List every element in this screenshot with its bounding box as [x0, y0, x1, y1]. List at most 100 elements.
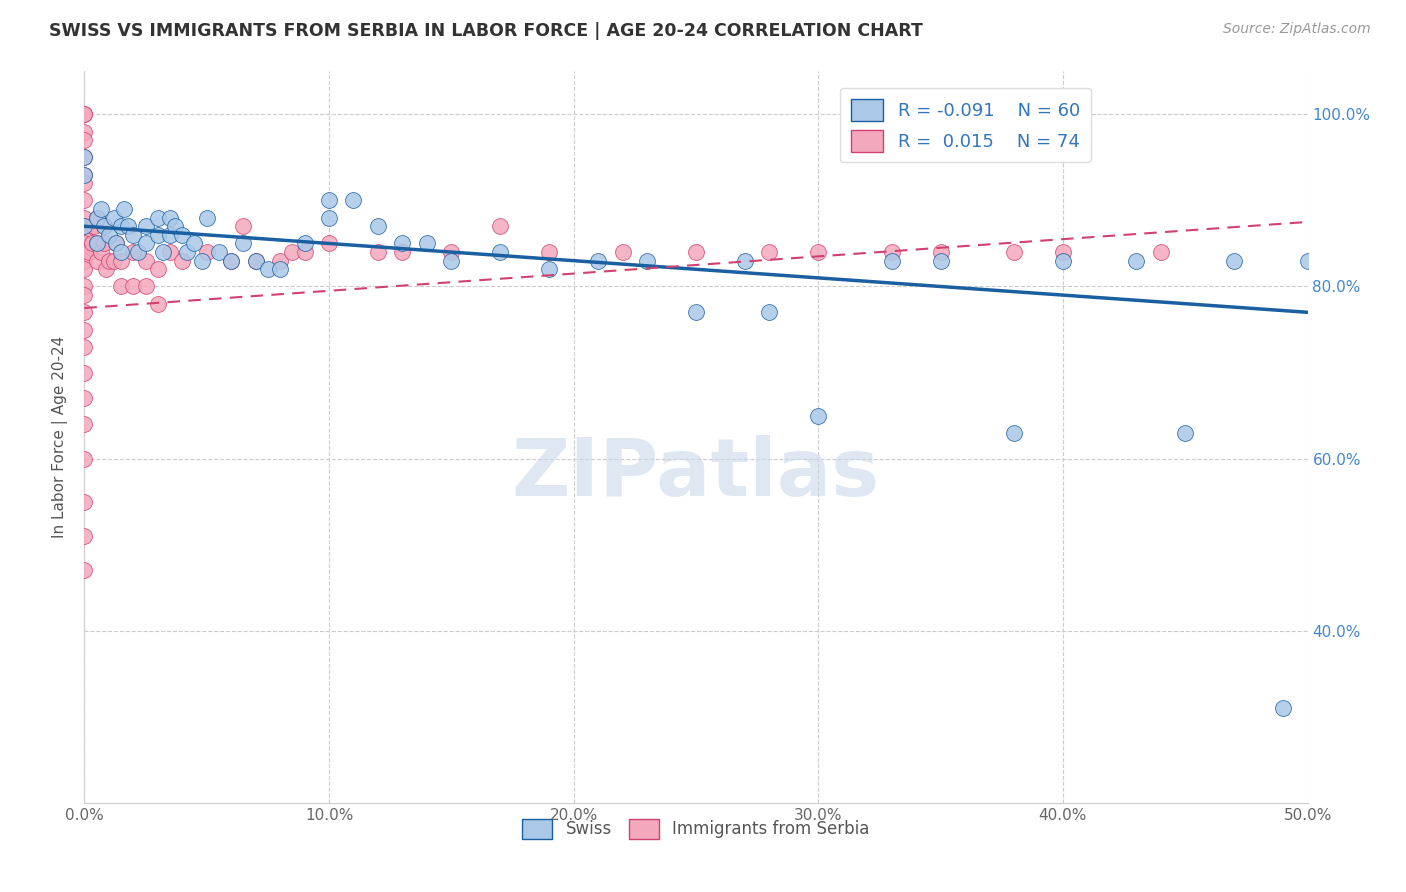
Point — [176, 245, 198, 260]
Point — [219, 253, 242, 268]
Point — [758, 305, 780, 319]
Point — [110, 245, 132, 260]
Legend: Swiss, Immigrants from Serbia: Swiss, Immigrants from Serbia — [516, 812, 876, 846]
Point — [73, 262, 96, 277]
Point — [93, 219, 115, 234]
Point — [73, 107, 96, 121]
Point — [73, 211, 96, 225]
Point — [86, 211, 108, 225]
Point — [86, 236, 108, 251]
Point — [245, 253, 267, 268]
Point — [440, 245, 463, 260]
Point — [1296, 253, 1319, 268]
Point — [73, 107, 96, 121]
Point — [807, 245, 830, 260]
Point — [73, 194, 96, 208]
Point — [269, 253, 291, 268]
Point — [135, 279, 157, 293]
Point — [86, 253, 108, 268]
Point — [636, 253, 658, 268]
Point — [73, 133, 96, 147]
Point — [929, 245, 952, 260]
Point — [73, 529, 96, 543]
Point — [110, 279, 132, 293]
Point — [90, 202, 112, 216]
Point — [191, 253, 214, 268]
Point — [73, 340, 96, 354]
Point — [1125, 253, 1147, 268]
Text: SWISS VS IMMIGRANTS FROM SERBIA IN LABOR FORCE | AGE 20-24 CORRELATION CHART: SWISS VS IMMIGRANTS FROM SERBIA IN LABOR… — [49, 22, 924, 40]
Point — [96, 262, 118, 277]
Point — [80, 219, 103, 234]
Point — [73, 366, 96, 380]
Point — [880, 245, 903, 260]
Point — [97, 227, 120, 242]
Point — [245, 253, 267, 268]
Point — [73, 564, 96, 578]
Point — [489, 245, 512, 260]
Point — [103, 211, 125, 225]
Point — [97, 253, 120, 268]
Point — [146, 296, 169, 310]
Point — [318, 211, 340, 225]
Point — [734, 253, 756, 268]
Point — [127, 245, 149, 260]
Point — [195, 211, 218, 225]
Point — [172, 227, 194, 242]
Point — [73, 392, 96, 406]
Point — [93, 219, 115, 234]
Point — [73, 279, 96, 293]
Point — [159, 227, 181, 242]
Point — [73, 125, 96, 139]
Point — [391, 245, 413, 260]
Point — [103, 253, 125, 268]
Point — [195, 245, 218, 260]
Point — [73, 494, 96, 508]
Point — [73, 219, 96, 234]
Point — [1272, 701, 1295, 715]
Point — [269, 262, 291, 277]
Point — [208, 245, 231, 260]
Point — [105, 236, 128, 251]
Point — [232, 236, 254, 251]
Point — [172, 253, 194, 268]
Point — [538, 262, 561, 277]
Point — [281, 245, 304, 260]
Point — [73, 288, 96, 302]
Point — [73, 176, 96, 190]
Y-axis label: In Labor Force | Age 20-24: In Labor Force | Age 20-24 — [52, 336, 69, 538]
Point — [219, 253, 242, 268]
Point — [73, 227, 96, 242]
Point — [586, 253, 609, 268]
Point — [135, 253, 157, 268]
Point — [122, 245, 145, 260]
Point — [73, 168, 96, 182]
Point — [318, 194, 340, 208]
Point — [342, 194, 364, 208]
Point — [758, 245, 780, 260]
Text: ZIPatlas: ZIPatlas — [512, 434, 880, 513]
Point — [163, 219, 186, 234]
Point — [73, 451, 96, 466]
Point — [367, 245, 389, 260]
Point — [110, 253, 132, 268]
Point — [183, 236, 205, 251]
Point — [391, 236, 413, 251]
Point — [112, 202, 135, 216]
Point — [1052, 245, 1074, 260]
Point — [73, 253, 96, 268]
Point — [73, 150, 96, 164]
Point — [416, 236, 439, 251]
Point — [122, 227, 145, 242]
Point — [73, 236, 96, 251]
Point — [232, 219, 254, 234]
Point — [880, 253, 903, 268]
Point — [122, 279, 145, 293]
Point — [807, 409, 830, 423]
Point — [73, 417, 96, 432]
Point — [929, 253, 952, 268]
Point — [152, 245, 174, 260]
Point — [73, 107, 96, 121]
Point — [80, 236, 103, 251]
Point — [73, 219, 96, 234]
